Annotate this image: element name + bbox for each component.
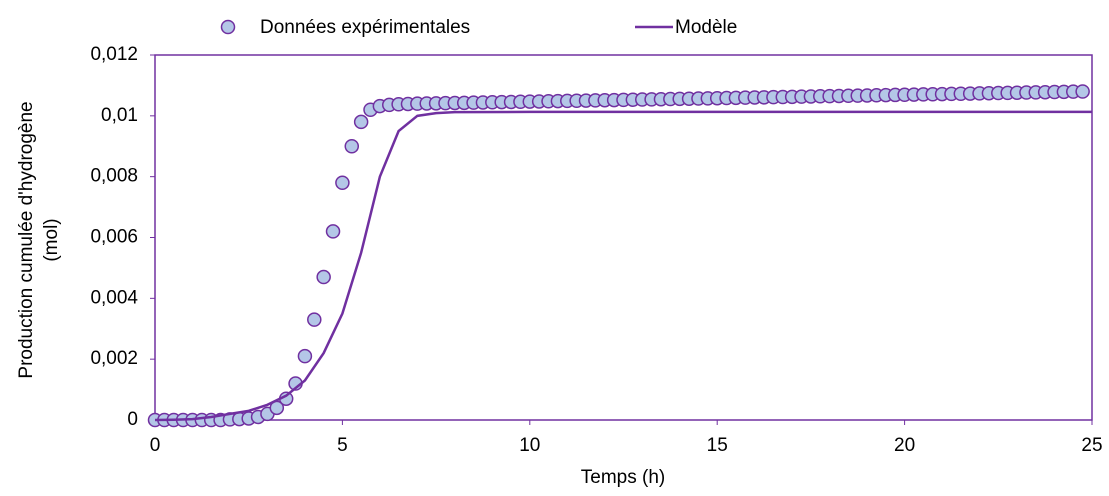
data-point — [316, 269, 331, 285]
data-point — [335, 175, 350, 190]
plot-frame — [154, 54, 1093, 421]
x-tick-label: 20 — [894, 435, 915, 456]
y-tick-label: 0,01 — [101, 105, 138, 126]
legend-label: Modèle — [675, 17, 737, 38]
x-tick-label: 10 — [519, 435, 540, 456]
x-tick-label: 15 — [707, 435, 728, 456]
y-axis-label: (mol) — [41, 218, 62, 261]
data-point — [297, 348, 313, 364]
data-point — [353, 114, 369, 130]
y-tick-label: 0,008 — [90, 166, 138, 187]
data-point — [1075, 84, 1090, 99]
legend-label: Données expérimentales — [260, 17, 470, 38]
y-tick-label: 0,002 — [90, 348, 138, 369]
legend-marker — [220, 19, 236, 35]
y-tick-label: 0,006 — [90, 227, 138, 248]
y-tick-label: 0,012 — [90, 44, 138, 65]
x-axis-label: Temps (h) — [581, 467, 665, 488]
data-point — [344, 139, 360, 154]
x-tick-label: 0 — [150, 435, 161, 456]
x-tick-label: 5 — [337, 435, 348, 456]
model-line — [154, 110, 1092, 422]
y-tick-label: 0 — [127, 409, 138, 430]
x-tick-label: 25 — [1081, 435, 1102, 456]
data-point — [307, 312, 322, 327]
data-point — [325, 224, 341, 239]
y-axis-label: Production cumulée d'hydrogène — [16, 101, 37, 378]
y-tick-label: 0,004 — [90, 287, 138, 308]
